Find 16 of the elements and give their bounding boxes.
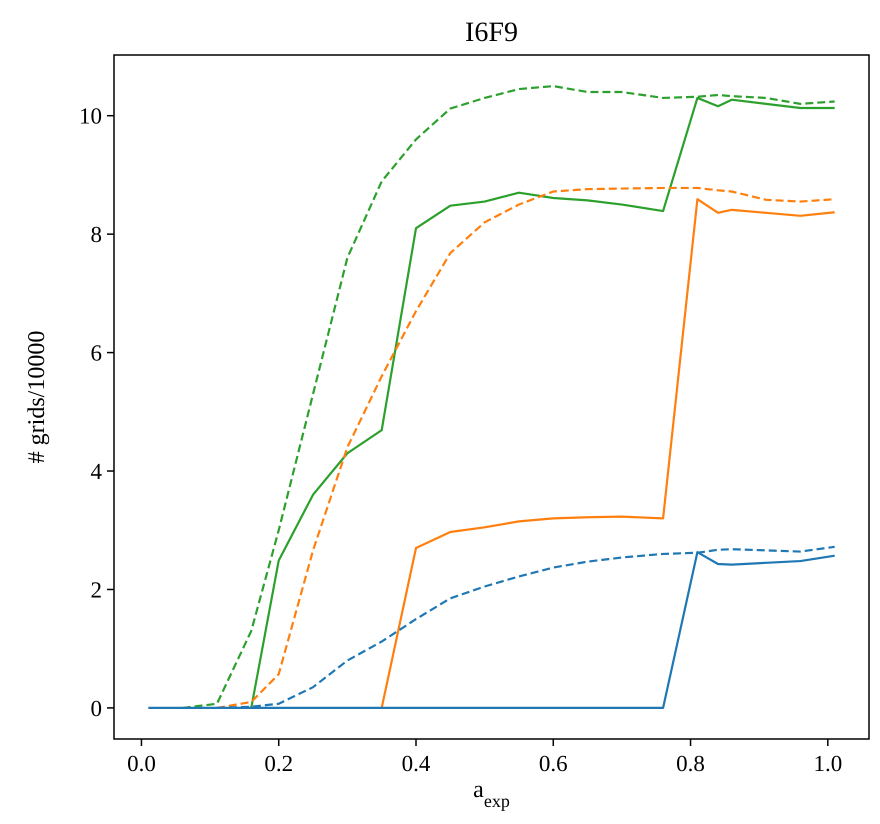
- y-axis-title: # grids/10000: [24, 330, 50, 464]
- y-tick-label: 2: [90, 577, 102, 602]
- y-tick-label: 8: [90, 222, 102, 248]
- y-tick-label: 4: [90, 459, 102, 484]
- x-tick-label: 0.6: [538, 751, 568, 776]
- y-tick-label: 6: [90, 340, 102, 366]
- y-tick-label: 10: [79, 104, 102, 129]
- x-tick-label: 0.0: [127, 751, 156, 776]
- y-tick-label: 0: [90, 696, 102, 721]
- x-axis-title: a$_{exp}$: [473, 777, 510, 811]
- line-series: [380, 198, 836, 710]
- x-tick-label: 0.8: [676, 751, 705, 776]
- x-tick-label: 0.2: [264, 751, 294, 776]
- x-tick-label: 1.0: [813, 751, 842, 776]
- chart-title: I6F9: [465, 17, 518, 48]
- x-tick-label: 0.4: [402, 751, 431, 776]
